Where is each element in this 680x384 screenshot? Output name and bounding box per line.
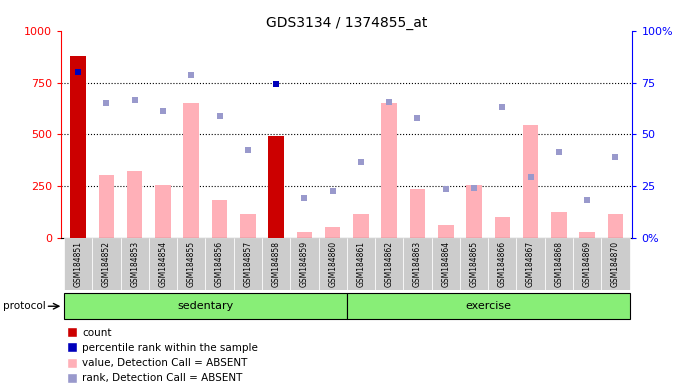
FancyBboxPatch shape	[573, 238, 601, 290]
Text: GSM184861: GSM184861	[356, 241, 365, 287]
Bar	[347, 293, 630, 319]
Bar	[551, 212, 566, 238]
Legend: count, percentile rank within the sample, value, Detection Call = ABSENT, rank, : count, percentile rank within the sample…	[67, 328, 258, 383]
Bar	[353, 214, 369, 238]
Bar	[184, 103, 199, 238]
Text: protocol: protocol	[3, 301, 46, 311]
Text: GSM184866: GSM184866	[498, 241, 507, 287]
Text: GSM184855: GSM184855	[187, 241, 196, 287]
Text: GSM184864: GSM184864	[441, 241, 450, 287]
Bar	[99, 175, 114, 238]
Bar	[269, 136, 284, 238]
Text: GSM184857: GSM184857	[243, 241, 252, 287]
Text: GSM184865: GSM184865	[470, 241, 479, 287]
Bar	[466, 185, 482, 238]
FancyBboxPatch shape	[177, 238, 205, 290]
Bar	[155, 185, 171, 238]
FancyBboxPatch shape	[375, 238, 403, 290]
FancyBboxPatch shape	[403, 238, 432, 290]
Text: GSM184851: GSM184851	[73, 241, 83, 287]
FancyBboxPatch shape	[290, 238, 318, 290]
Text: sedentary: sedentary	[177, 301, 233, 311]
FancyBboxPatch shape	[92, 238, 120, 290]
FancyBboxPatch shape	[120, 238, 149, 290]
Bar	[438, 225, 454, 238]
FancyBboxPatch shape	[234, 238, 262, 290]
Bar	[608, 214, 623, 238]
Bar	[71, 56, 86, 238]
FancyBboxPatch shape	[149, 238, 177, 290]
Bar	[127, 170, 143, 238]
Text: GSM184853: GSM184853	[131, 241, 139, 287]
Text: GSM184856: GSM184856	[215, 241, 224, 287]
FancyBboxPatch shape	[488, 238, 517, 290]
Text: GSM184854: GSM184854	[158, 241, 167, 287]
FancyBboxPatch shape	[64, 238, 92, 290]
FancyBboxPatch shape	[432, 238, 460, 290]
FancyBboxPatch shape	[517, 238, 545, 290]
Bar	[523, 125, 539, 238]
Text: exercise: exercise	[465, 301, 511, 311]
FancyBboxPatch shape	[601, 238, 630, 290]
Text: GSM184863: GSM184863	[413, 241, 422, 287]
Text: GSM184860: GSM184860	[328, 241, 337, 287]
FancyBboxPatch shape	[545, 238, 573, 290]
Text: GSM184867: GSM184867	[526, 241, 535, 287]
Bar	[381, 103, 397, 238]
Bar	[325, 227, 341, 238]
Text: GSM184868: GSM184868	[554, 241, 563, 287]
Text: GSM184852: GSM184852	[102, 241, 111, 287]
Title: GDS3134 / 1374855_at: GDS3134 / 1374855_at	[266, 16, 428, 30]
FancyBboxPatch shape	[205, 238, 234, 290]
Text: GSM184869: GSM184869	[583, 241, 592, 287]
Bar	[410, 189, 425, 238]
FancyBboxPatch shape	[262, 238, 290, 290]
Bar	[579, 232, 595, 238]
Bar	[269, 136, 284, 238]
Bar	[240, 214, 256, 238]
Text: GSM184859: GSM184859	[300, 241, 309, 287]
Bar	[71, 56, 86, 238]
Bar	[494, 217, 510, 238]
Text: GSM184862: GSM184862	[385, 241, 394, 287]
FancyBboxPatch shape	[347, 238, 375, 290]
Text: GSM184858: GSM184858	[271, 241, 281, 287]
Bar	[64, 293, 347, 319]
Bar	[211, 200, 227, 238]
FancyBboxPatch shape	[460, 238, 488, 290]
Text: GSM184870: GSM184870	[611, 241, 620, 287]
FancyBboxPatch shape	[318, 238, 347, 290]
Bar	[296, 232, 312, 238]
